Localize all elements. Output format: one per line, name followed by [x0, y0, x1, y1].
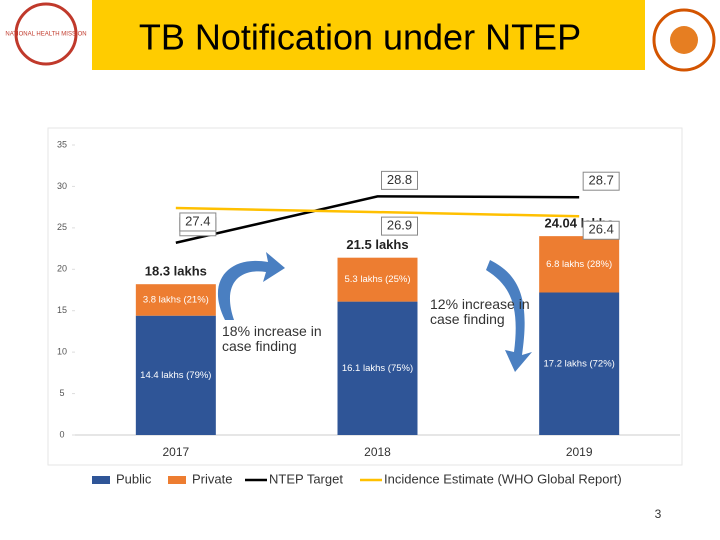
y-tick-label: 10	[57, 347, 67, 357]
bar-segment	[337, 257, 418, 302]
slide-title: TB Notification under NTEP	[139, 17, 581, 58]
value-label-box	[381, 170, 418, 190]
y-tick-label: 20	[57, 264, 67, 274]
y-tick-label: 0	[59, 429, 64, 439]
x-tick-label: 2018	[364, 445, 391, 459]
increase-arrow	[486, 260, 532, 372]
legend-label: Public	[116, 471, 152, 486]
x-tick-label: 2019	[566, 445, 593, 459]
annotation: 18% increase in case finding	[222, 323, 322, 354]
total-label: 21.5 lakhs	[346, 237, 408, 252]
y-tick-label: 25	[57, 222, 67, 232]
x-tick-label: 2017	[162, 445, 189, 459]
value-label-box	[381, 216, 418, 236]
right-logo-core	[670, 26, 698, 54]
value-label: 14.4 lakhs (79%)	[140, 370, 211, 381]
value-label: 5.3 lakhs (25%)	[344, 274, 410, 285]
y-tick-label: 35	[57, 139, 67, 149]
y-tick-label: 5	[59, 388, 64, 398]
value-label: 16.1 lakhs (75%)	[342, 363, 413, 374]
y-tick-label: 15	[57, 305, 67, 315]
annotation: 12% increase in case finding	[430, 296, 530, 327]
bar-segment	[337, 301, 418, 435]
legend-label: NTEP Target	[269, 471, 343, 486]
line	[175, 206, 580, 218]
value-label: 27.4	[185, 213, 210, 228]
bar-segment	[539, 292, 620, 435]
value-label: 3.8 lakhs (21%)	[143, 294, 209, 305]
value-label: 26.9	[387, 218, 412, 233]
total-label: 18.3 lakhs	[145, 264, 207, 279]
value-label-box	[179, 212, 217, 232]
value-label-box	[582, 220, 620, 240]
header-band	[92, 0, 645, 70]
value-label: 26.4	[589, 222, 614, 237]
left-logo	[14, 2, 78, 66]
y-tick-label: 30	[57, 181, 67, 191]
value-label: 6.8 lakhs (28%)	[546, 259, 612, 270]
bar-segment	[539, 236, 620, 293]
page-number: 3	[655, 507, 662, 521]
increase-arrow	[217, 252, 285, 320]
line	[175, 195, 580, 244]
chart-frame	[47, 127, 683, 466]
value-label: 17.2 lakhs (72%)	[544, 358, 615, 369]
value-label-box	[582, 171, 620, 191]
legend-label: Incidence Estimate (WHO Global Report)	[384, 471, 622, 486]
bar-segment	[135, 284, 216, 316]
bar-segment	[135, 315, 216, 435]
legend-swatch	[92, 476, 110, 484]
logo-text: NATIONAL HEALTH MISSION	[5, 32, 86, 38]
legend-label: Private	[192, 471, 232, 486]
value-label: 28.8	[387, 172, 412, 187]
value-label: 28.7	[589, 173, 614, 188]
legend-swatch	[168, 476, 186, 484]
